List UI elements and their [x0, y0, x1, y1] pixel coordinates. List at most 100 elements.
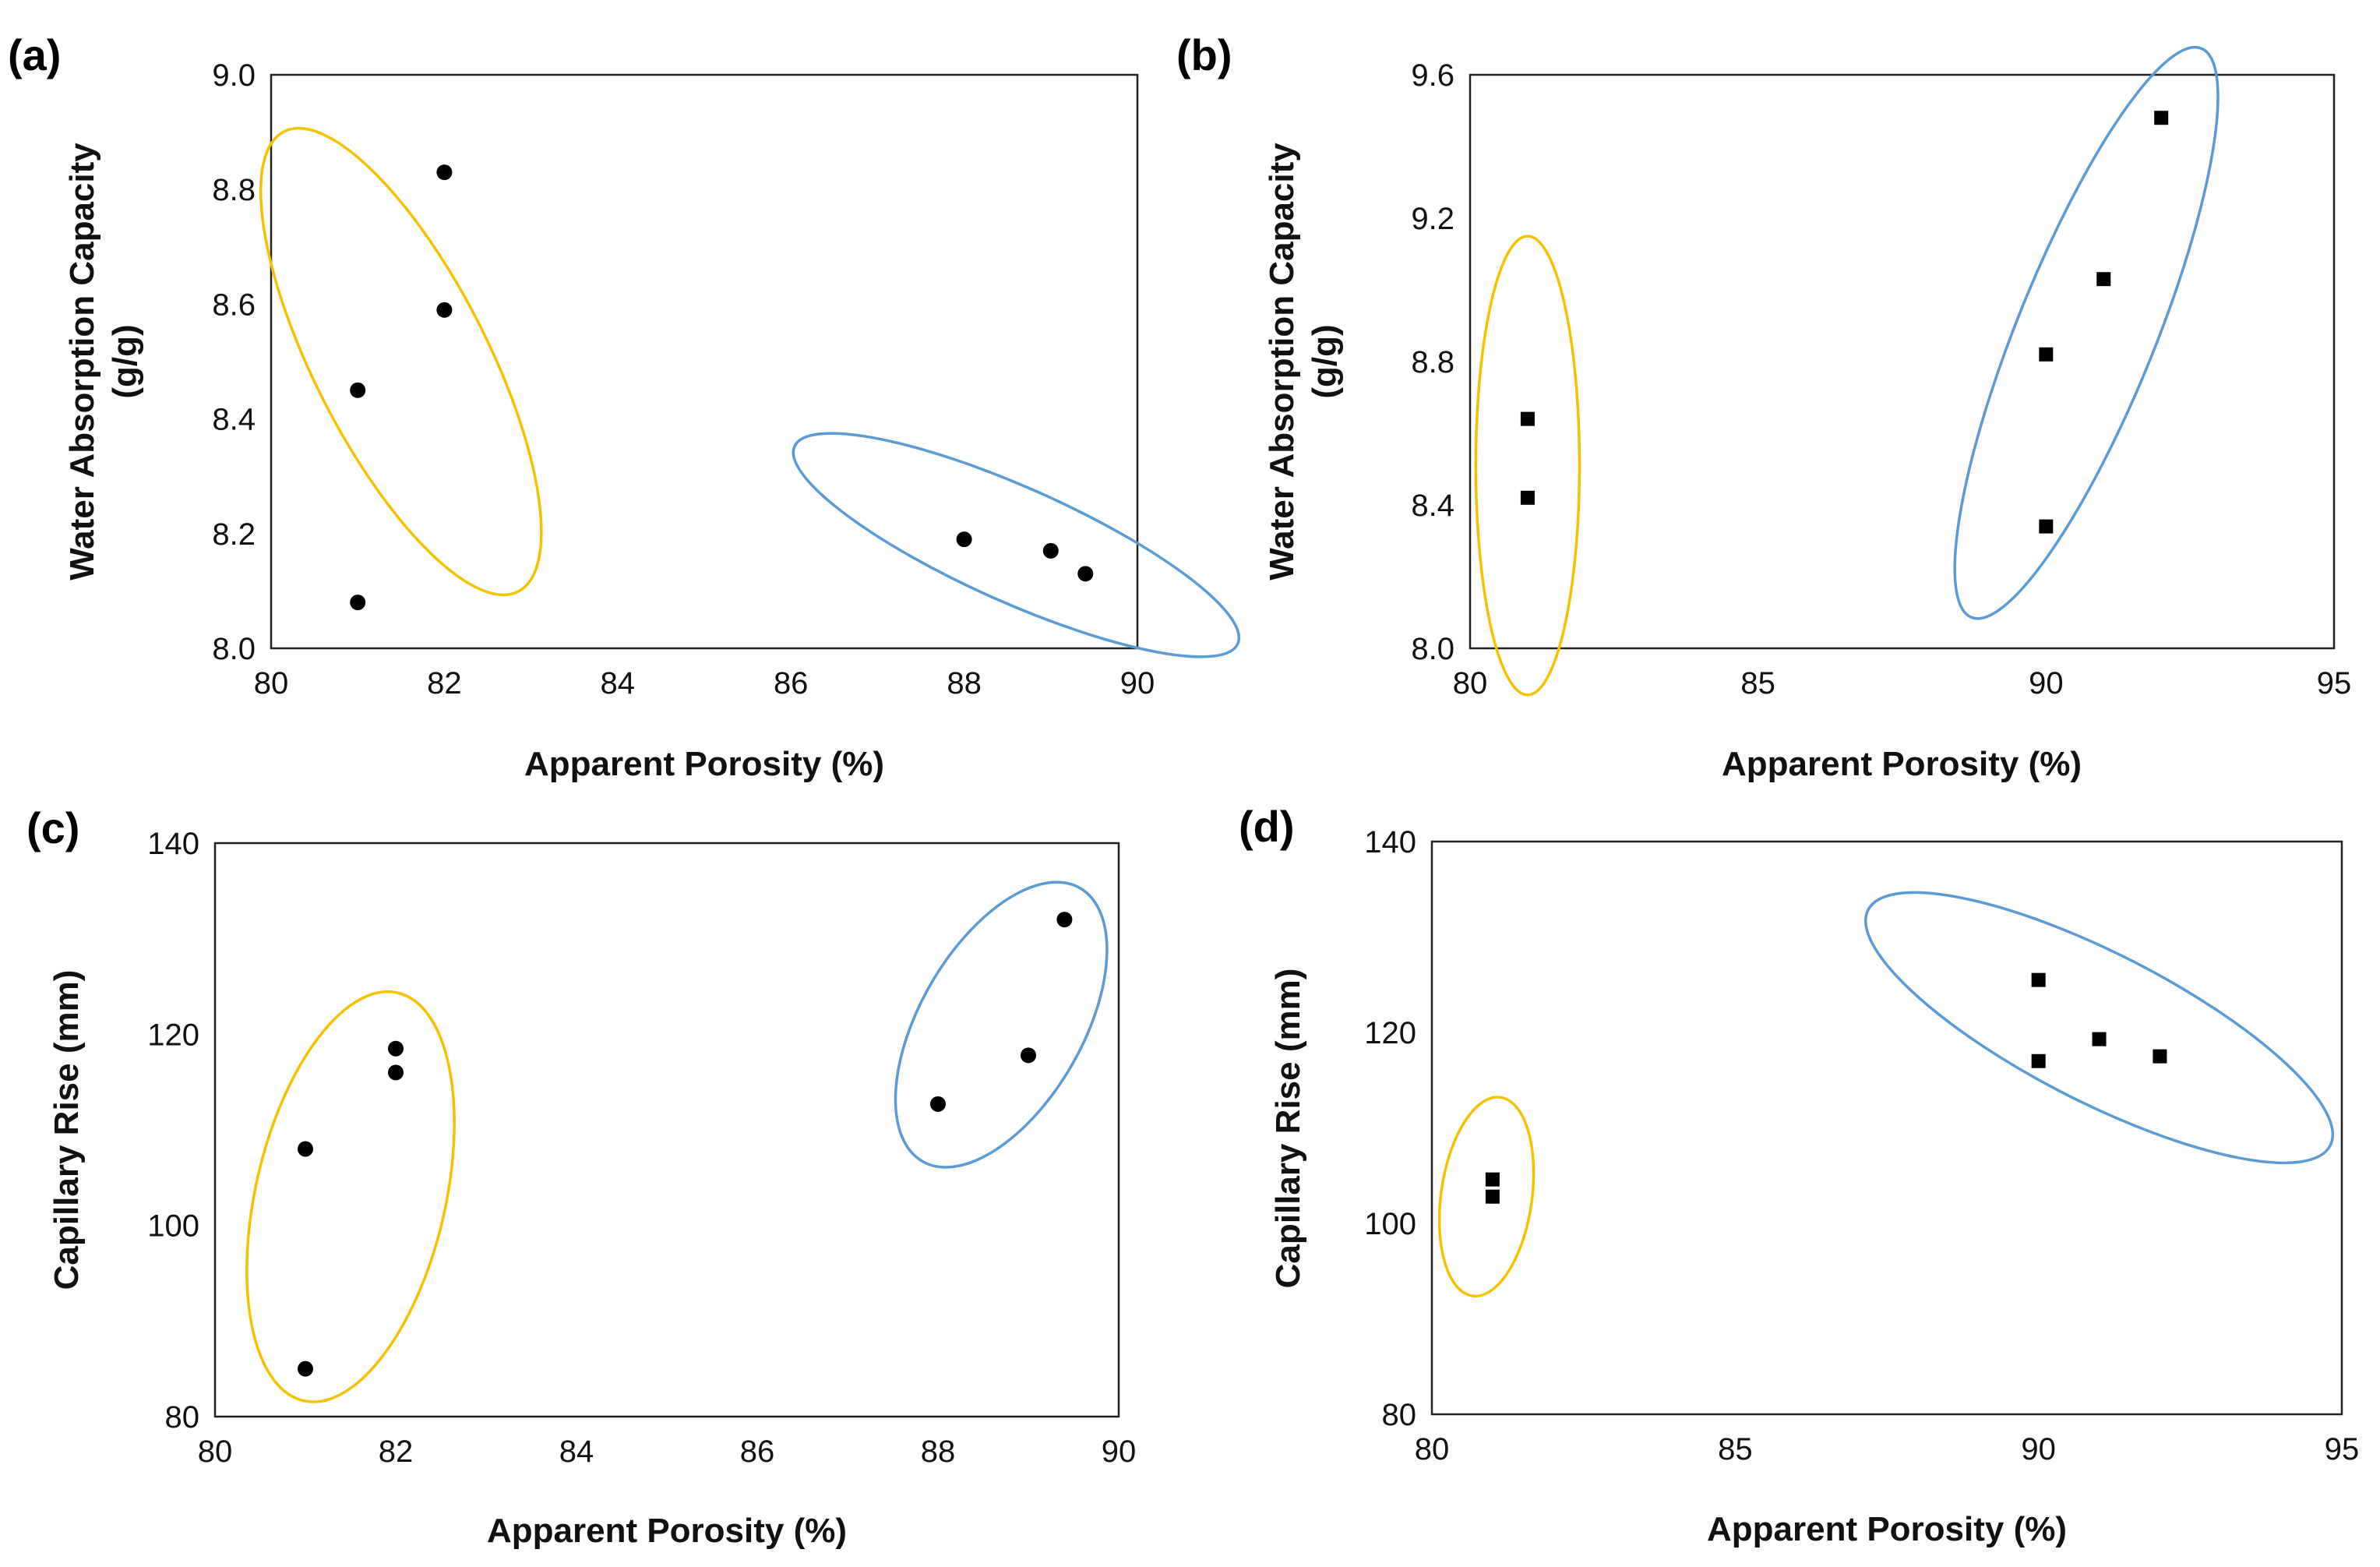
- y-axis-title-b-line1: Water Absorption Capacity: [1263, 143, 1301, 581]
- cluster-ellipse-a-1: [259, 126, 543, 597]
- data-point-a-6: [1042, 542, 1059, 559]
- cluster-ellipse-b-2: [1953, 45, 2220, 620]
- data-point-a-5: [956, 531, 972, 548]
- data-points-d: [1485, 972, 2167, 1204]
- y-tick-label-a-5: 8.8: [212, 173, 256, 207]
- data-point-d-4: [2031, 1053, 2046, 1068]
- x-tick-labels-a: 80 82 84 86 88 90: [254, 666, 1155, 701]
- y-axis-title-a-line1: Water Absorption Capacity: [63, 143, 101, 581]
- cluster-ellipse-d-2: [1864, 891, 2335, 1165]
- cluster-ellipse-d-1: [1437, 1096, 1536, 1298]
- x-tick-label-d-4: 95: [2325, 1432, 2360, 1466]
- y-tick-label-b-5: 9.6: [1411, 58, 1454, 93]
- x-tick-label-a-6: 90: [1120, 666, 1155, 701]
- panel-label-b: (b): [1176, 30, 1232, 79]
- data-point-b-1: [1520, 490, 1535, 505]
- x-tick-labels-b: 80 85 90 95: [1453, 666, 2352, 701]
- y-tick-label-b-2: 8.4: [1411, 489, 1454, 523]
- data-point-c-7: [1056, 912, 1073, 928]
- y-axis-title-d: Capillary Rise (mm): [1269, 969, 1307, 1289]
- x-tick-label-a-4: 86: [774, 666, 809, 701]
- plot-area-a: [270, 73, 1139, 650]
- y-axis-title-b-line2: (g/g): [1306, 324, 1344, 398]
- y-tick-label-c-3: 120: [147, 1018, 199, 1052]
- data-point-c-6: [1021, 1047, 1036, 1064]
- data-point-d-3: [2031, 972, 2046, 987]
- x-axis-title-c: Apparent Porosity (%): [487, 1512, 847, 1550]
- x-tick-label-a-3: 84: [601, 666, 636, 701]
- data-point-a-4: [436, 164, 453, 181]
- y-tick-label-d-3: 120: [1364, 1016, 1416, 1050]
- x-tick-label-b-3: 90: [2029, 666, 2064, 701]
- data-point-a-7: [1077, 566, 1094, 582]
- panel-label-d: (d): [1239, 802, 1295, 851]
- data-point-d-2: [1485, 1172, 1500, 1187]
- y-axis-title-c: Capillary Rise (mm): [48, 970, 86, 1290]
- cluster-ellipse-c-2: [894, 881, 1109, 1169]
- data-point-b-5: [2096, 272, 2111, 287]
- x-tick-labels-d: 80 85 90 95: [1415, 1432, 2360, 1466]
- plot-area-d: [1430, 840, 2343, 1416]
- x-tick-label-a-5: 88: [947, 666, 982, 701]
- data-point-c-2: [298, 1141, 313, 1157]
- data-point-c-3: [388, 1064, 404, 1081]
- x-tick-label-c-6: 90: [1102, 1435, 1137, 1469]
- chart-panel-a: 80 82 84 86 88 90 8.0 8.2 8.4 8.6 8.8 9.0 Apparent…: [8, 30, 1241, 783]
- chart-panel-d: 80 85 90 95 80 100 120 140 Apparent Porosity (…: [1239, 802, 2360, 1548]
- panel-label-c: (c): [26, 803, 79, 852]
- y-tick-labels-d: 80 100 120 140: [1364, 825, 1416, 1432]
- x-tick-label-c-1: 80: [198, 1435, 233, 1469]
- y-axis-title-a-line2: (g/g): [106, 324, 144, 398]
- data-point-b-6: [2154, 111, 2169, 125]
- cluster-ellipse-c-1: [245, 990, 456, 1403]
- x-tick-label-c-5: 88: [921, 1435, 956, 1469]
- data-points-b: [1520, 111, 2169, 534]
- data-point-a-2: [350, 382, 366, 398]
- data-point-c-5: [930, 1096, 946, 1112]
- y-tick-label-a-1: 8.0: [212, 632, 256, 666]
- y-tick-label-a-2: 8.2: [212, 517, 256, 552]
- y-tick-label-b-1: 8.0: [1411, 632, 1454, 666]
- y-tick-label-a-6: 9.0: [212, 58, 256, 93]
- y-tick-labels-a: 8.0 8.2 8.4 8.6 8.8 9.0: [212, 58, 256, 666]
- data-points-c: [298, 912, 1073, 1377]
- x-tick-label-b-2: 85: [1740, 666, 1775, 701]
- y-tick-label-b-4: 9.2: [1411, 202, 1454, 236]
- x-tick-label-a-2: 82: [427, 666, 462, 701]
- data-point-c-1: [298, 1361, 313, 1377]
- data-point-b-2: [1520, 411, 1535, 426]
- x-axis-title-b: Apparent Porosity (%): [1722, 745, 2082, 783]
- x-tick-label-b-1: 80: [1453, 666, 1488, 701]
- x-tick-label-d-2: 85: [1718, 1432, 1753, 1466]
- chart-panel-c: 80 82 84 86 88 90 80 100 120 140 Apparent Porosi…: [26, 803, 1137, 1550]
- data-point-d-1: [1485, 1189, 1500, 1204]
- x-axis-title-a: Apparent Porosity (%): [524, 745, 884, 783]
- y-tick-labels-b: 8.0 8.4 8.8 9.2 9.6: [1411, 58, 1454, 666]
- plot-area-b: [1469, 73, 2336, 650]
- data-point-b-3: [2039, 519, 2054, 534]
- data-point-a-1: [350, 595, 366, 611]
- x-tick-label-c-3: 84: [559, 1435, 594, 1469]
- data-points-a: [350, 164, 1094, 611]
- y-tick-label-c-4: 140: [147, 827, 199, 861]
- x-tick-label-d-1: 80: [1415, 1432, 1450, 1466]
- plot-area-c: [213, 842, 1120, 1418]
- data-point-d-6: [2153, 1049, 2167, 1064]
- y-tick-label-c-1: 80: [165, 1400, 200, 1435]
- y-tick-label-d-2: 100: [1364, 1207, 1416, 1241]
- y-tick-label-a-4: 8.6: [212, 288, 256, 322]
- cluster-ellipse-a-2: [792, 432, 1241, 658]
- x-tick-label-b-4: 95: [2317, 666, 2352, 701]
- x-axis-title-d: Apparent Porosity (%): [1707, 1510, 2067, 1548]
- y-tick-label-d-4: 140: [1364, 825, 1416, 859]
- data-point-d-5: [2092, 1032, 2107, 1046]
- x-tick-labels-c: 80 82 84 86 88 90: [198, 1435, 1137, 1469]
- data-point-b-4: [2039, 347, 2054, 362]
- data-point-c-4: [388, 1040, 404, 1057]
- panel-label-a: (a): [8, 30, 61, 79]
- cluster-ellipse-b-1: [1474, 235, 1581, 697]
- chart-panel-b: 80 85 90 95 8.0 8.4 8.8 9.2 9.6 Apparent Porosi…: [1176, 30, 2352, 783]
- y-tick-label-d-1: 80: [1382, 1398, 1417, 1432]
- y-tick-label-c-2: 100: [147, 1209, 199, 1244]
- x-tick-label-d-3: 90: [2021, 1432, 2056, 1466]
